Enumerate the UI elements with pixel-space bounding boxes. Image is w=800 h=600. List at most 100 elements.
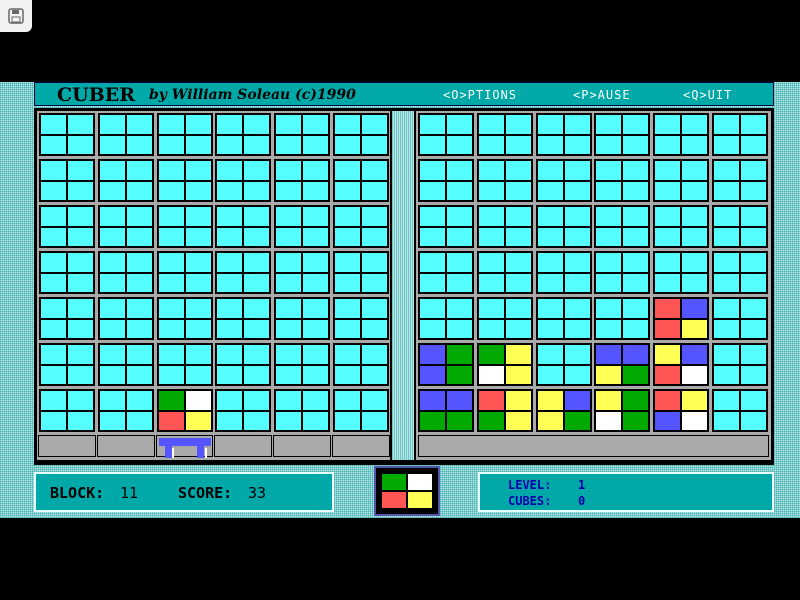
cube-face xyxy=(276,135,302,154)
cube-face xyxy=(126,411,152,430)
cube-face xyxy=(244,273,270,292)
cube-face xyxy=(537,319,563,338)
cube-cell xyxy=(535,297,592,340)
cube-face xyxy=(596,391,622,410)
cube-face xyxy=(41,135,66,154)
cube-face xyxy=(158,253,184,272)
cube-face xyxy=(741,253,766,272)
cube-face xyxy=(682,319,708,338)
cube-cell xyxy=(97,205,154,248)
cube-cell xyxy=(653,205,710,248)
menu-options[interactable]: <O>PTIONS xyxy=(443,88,518,102)
cube-cell xyxy=(215,297,272,340)
cube-face xyxy=(362,115,387,134)
cube-face xyxy=(244,253,270,272)
cube-face xyxy=(478,299,504,318)
cube-face xyxy=(420,319,445,338)
cube-face xyxy=(244,345,270,364)
cube-face xyxy=(682,411,708,430)
cube-face xyxy=(447,299,472,318)
cube-face xyxy=(537,411,563,430)
cube-face xyxy=(564,135,590,154)
cube-face xyxy=(564,299,590,318)
game-screen: CUBER by William Soleau (c)1990 <O>PTION… xyxy=(0,82,800,518)
block-value: 11 xyxy=(120,484,139,502)
cube-face xyxy=(99,391,125,410)
cube-cell xyxy=(274,159,331,202)
cube-cell xyxy=(594,297,651,340)
cube-face xyxy=(447,273,472,292)
cube-face xyxy=(362,253,387,272)
cube-face xyxy=(447,161,472,180)
cube-face xyxy=(41,115,66,134)
cube-face xyxy=(623,345,649,364)
cube-face xyxy=(217,115,243,134)
cube-face xyxy=(682,273,708,292)
cube-face xyxy=(303,207,329,226)
cube-face xyxy=(99,273,125,292)
cube-cell xyxy=(215,251,272,294)
cubes-label: CUBES: xyxy=(508,494,552,508)
cube-cell xyxy=(215,113,272,156)
cube-face xyxy=(682,115,708,134)
cube-face xyxy=(276,181,302,200)
cube-face xyxy=(505,273,531,292)
cube-face xyxy=(478,207,504,226)
cube-cell xyxy=(156,251,213,294)
cube-face xyxy=(537,299,563,318)
cube-face xyxy=(217,345,243,364)
cube-face xyxy=(99,253,125,272)
cube-face xyxy=(596,253,622,272)
cube-face xyxy=(217,319,243,338)
cube-cell xyxy=(653,343,710,386)
cube-face xyxy=(714,135,739,154)
cube-face xyxy=(596,207,622,226)
cube-face xyxy=(41,319,66,338)
cube-face xyxy=(505,411,531,430)
cube-face xyxy=(303,365,329,384)
cube-face xyxy=(126,345,152,364)
cube-cell xyxy=(156,159,213,202)
cube-cell xyxy=(594,113,651,156)
cube-cell xyxy=(418,343,474,386)
cube-face xyxy=(158,299,184,318)
cube-face xyxy=(185,391,211,410)
floppy-disk-icon xyxy=(8,8,24,24)
cube-face xyxy=(623,273,649,292)
cube-cell xyxy=(333,389,389,432)
cube-face xyxy=(655,135,681,154)
pusher[interactable] xyxy=(155,435,214,458)
cube-face xyxy=(303,273,329,292)
cube-face xyxy=(126,273,152,292)
cube-face xyxy=(217,253,243,272)
cube-face xyxy=(126,135,152,154)
cube-cell xyxy=(535,205,592,248)
cube-face xyxy=(68,253,93,272)
menu-pause[interactable]: <P>AUSE xyxy=(573,88,631,102)
cube-face xyxy=(596,227,622,246)
cube-face xyxy=(68,135,93,154)
save-button[interactable] xyxy=(0,0,32,32)
cube-cell xyxy=(712,251,768,294)
cube-face xyxy=(99,411,125,430)
cube-face xyxy=(596,345,622,364)
cube-face xyxy=(741,207,766,226)
cube-face xyxy=(714,181,739,200)
cube-face xyxy=(623,181,649,200)
cube-face xyxy=(682,345,708,364)
cube-face xyxy=(185,115,211,134)
cube-face xyxy=(276,391,302,410)
level-label: LEVEL: xyxy=(508,478,552,492)
cube-face xyxy=(655,345,681,364)
cube-face xyxy=(185,227,211,246)
cube-face xyxy=(185,319,211,338)
cube-face xyxy=(741,391,766,410)
cube-face xyxy=(244,299,270,318)
cube-face xyxy=(714,365,739,384)
cube-face xyxy=(99,115,125,134)
menu-quit[interactable]: <Q>UIT xyxy=(683,88,733,102)
cube-face xyxy=(623,227,649,246)
cube-face xyxy=(335,161,360,180)
cube-face xyxy=(623,135,649,154)
cube-cell xyxy=(333,297,389,340)
